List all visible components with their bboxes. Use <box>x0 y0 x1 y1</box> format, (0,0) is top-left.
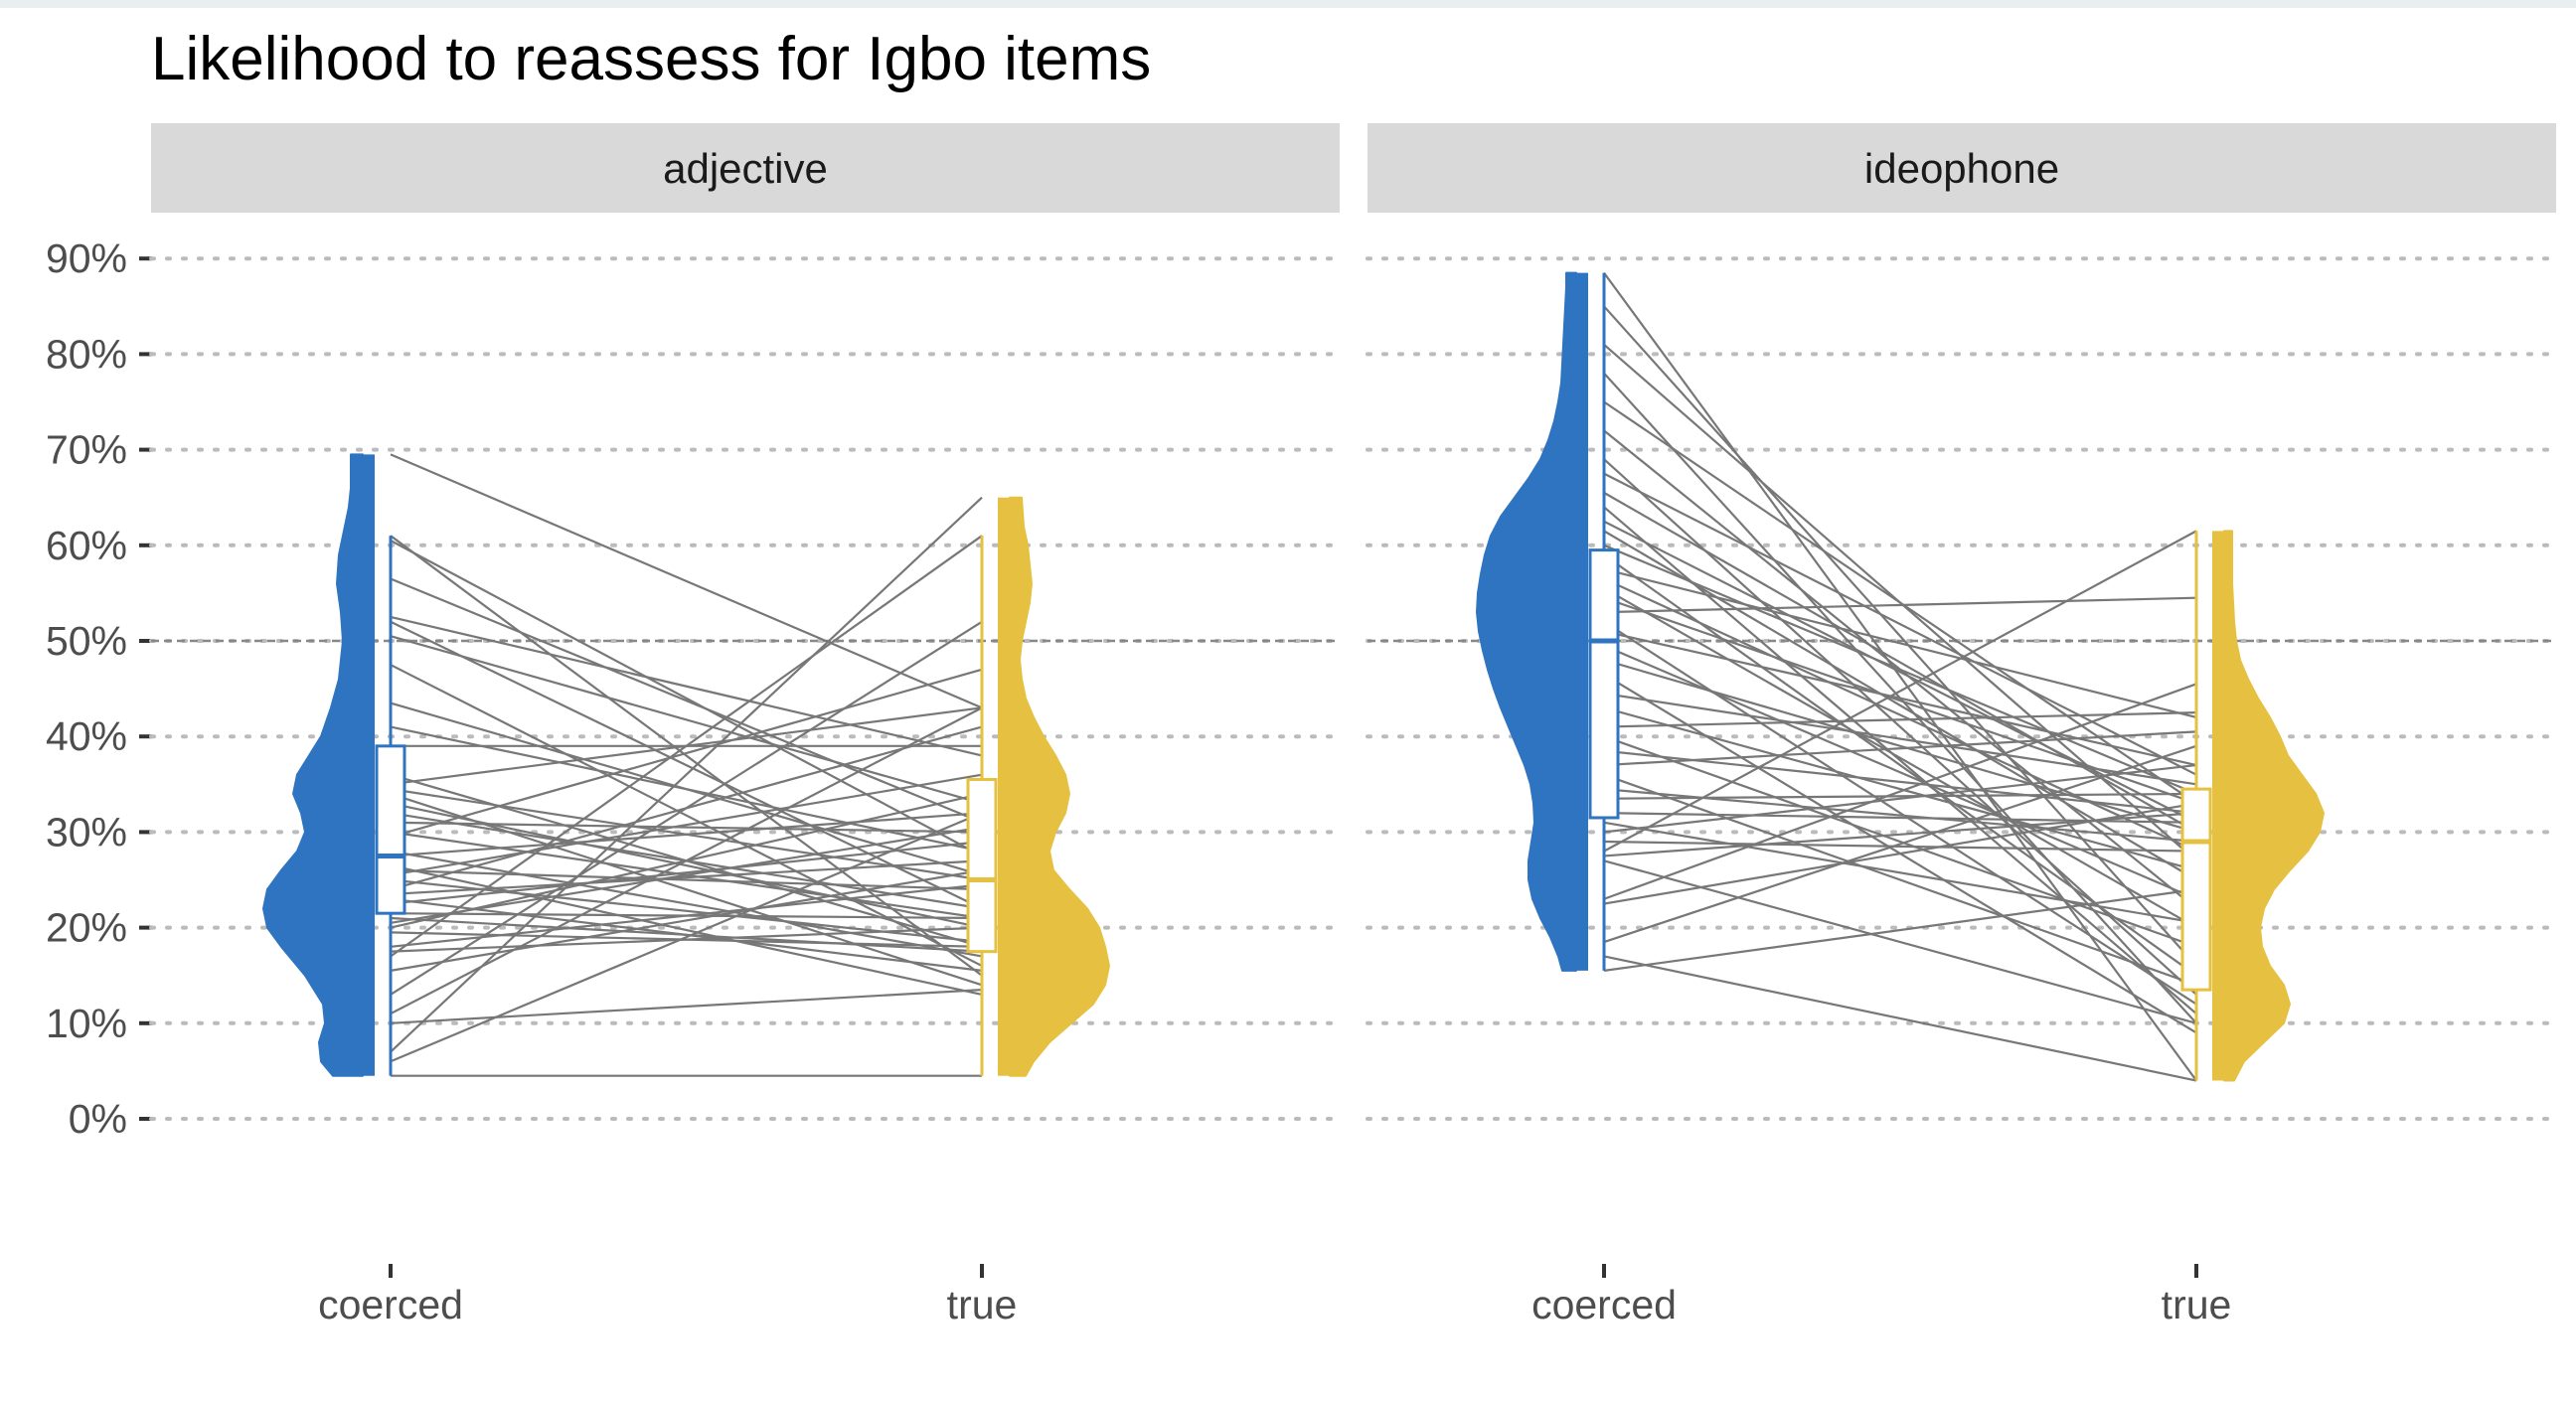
x-tick-label-coerced: coerced <box>1531 1282 1677 1327</box>
pair-line <box>1603 802 2197 905</box>
y-tick-label: 20% <box>46 905 127 951</box>
y-tick-label: 90% <box>46 235 127 281</box>
pair-line <box>390 535 983 958</box>
pair-line <box>1603 706 2197 871</box>
pair-line <box>390 664 983 968</box>
pair-line <box>1603 472 2197 776</box>
y-tick-label: 60% <box>46 523 127 568</box>
pair-line <box>1603 888 2197 972</box>
pair-line <box>1603 821 2197 924</box>
pair-line <box>1603 271 2197 1082</box>
pair-line <box>390 453 983 709</box>
box-iqr-coerced <box>375 744 406 915</box>
pair-line <box>1603 520 2197 824</box>
pair-line <box>1603 400 2197 805</box>
pair-line <box>390 926 983 953</box>
x-tick-label-coerced: coerced <box>318 1282 463 1327</box>
pair-line <box>1603 587 2197 929</box>
pair-line <box>390 620 983 910</box>
facet-panel-adjective: adjective coerced true <box>149 123 1342 1327</box>
pair-line <box>1603 683 2197 900</box>
pair-line <box>1603 730 2197 767</box>
pair-line <box>390 706 983 1015</box>
y-tick-label: 30% <box>46 809 127 855</box>
top-border <box>0 0 2576 8</box>
pair-line <box>390 668 983 839</box>
pair-line <box>1603 749 2197 815</box>
density-cloud-true <box>1009 496 1110 1077</box>
pair-line <box>390 826 983 924</box>
pair-line <box>390 496 983 1053</box>
pair-line <box>1603 577 2197 853</box>
chart-title: Likelihood to reassess for Igbo items <box>151 25 1151 93</box>
box-iqr-true <box>966 777 998 954</box>
pair-line <box>1603 859 2197 1024</box>
pair-line <box>390 812 983 857</box>
pair-line <box>390 859 983 896</box>
pair-line <box>390 620 983 996</box>
facet-strip <box>1368 123 2556 213</box>
pair-line <box>390 840 983 905</box>
pair-line <box>1603 692 2197 786</box>
pair-line <box>1603 735 2197 948</box>
density-cloud-true <box>2223 530 2325 1082</box>
facet-panel-ideophone: ideophone coerced true <box>1366 123 2558 1327</box>
pair-line <box>1603 630 2197 767</box>
pair-line <box>390 535 983 977</box>
facet-strip <box>151 123 1340 213</box>
pair-line <box>1603 763 2197 834</box>
pair-line <box>1603 744 2197 944</box>
pair-line <box>390 868 983 972</box>
pair-line <box>1603 530 2197 853</box>
pair-line <box>390 883 983 948</box>
pair-line <box>1603 567 2197 719</box>
pair-line <box>390 821 983 834</box>
x-tick-label-true: true <box>947 1282 1018 1327</box>
pair-line <box>390 989 983 1024</box>
pair-line <box>390 635 983 805</box>
density-cloud-coerced <box>1476 271 1577 972</box>
y-tick-label: 80% <box>46 331 127 377</box>
box-iqr-coerced <box>1588 548 1620 820</box>
density-cloud-coerced <box>262 453 364 1077</box>
facet-strip-label: adjective <box>663 145 828 192</box>
pair-line <box>1603 840 2197 853</box>
pair-line <box>390 812 983 1063</box>
pair-line <box>1603 711 2197 728</box>
box-iqr-true <box>2180 787 2212 992</box>
y-tick-label: 10% <box>46 1001 127 1046</box>
pair-line <box>1603 620 2197 1006</box>
pair-line <box>1603 506 2197 1015</box>
y-tick-label: 50% <box>46 618 127 664</box>
pair-line <box>1603 773 2197 987</box>
pair-line <box>390 773 983 876</box>
facet-strip-label: ideophone <box>1864 145 2059 192</box>
y-tick-label: 0% <box>69 1096 127 1142</box>
pair-line <box>390 850 983 958</box>
y-tick-label: 70% <box>46 427 127 473</box>
pair-line <box>390 540 983 857</box>
pair-line <box>1603 544 2197 795</box>
plot-layer: 0% 10% 20% 30% 40% 50% 60% 70% 80% 90% adjective co… <box>46 123 2558 1327</box>
pair-line <box>390 792 983 987</box>
pair-line <box>390 916 983 953</box>
pair-line <box>1603 955 2197 1082</box>
pair-line <box>1603 596 2197 614</box>
y-tick-label: 40% <box>46 713 127 759</box>
x-tick-label-true: true <box>2162 1282 2232 1327</box>
pair-line <box>390 615 983 757</box>
pair-line <box>390 577 983 824</box>
